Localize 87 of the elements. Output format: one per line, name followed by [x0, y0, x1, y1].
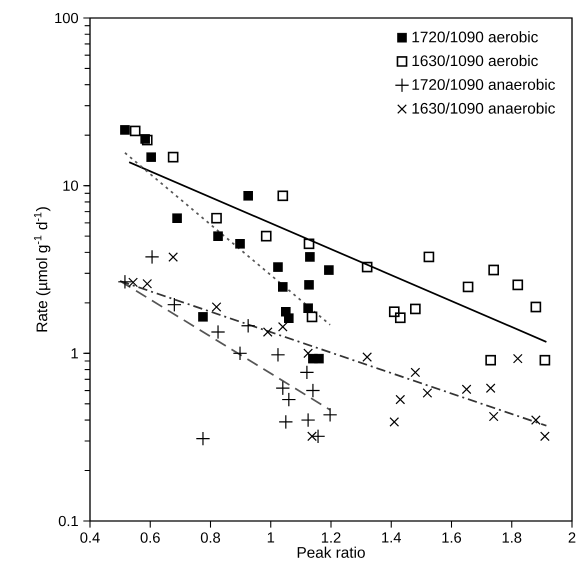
point [512, 280, 524, 290]
point [243, 191, 253, 201]
point [488, 264, 500, 276]
point [314, 354, 324, 364]
point [144, 250, 160, 264]
point [128, 278, 138, 288]
x-tick-label: 1.2 [322, 532, 340, 543]
x-tick-label: 1.6 [442, 532, 462, 543]
point [389, 417, 400, 427]
point [362, 352, 372, 362]
x-tick-label: 1.8 [502, 532, 522, 543]
legend-label: 1630/1090 anaerobic [412, 102, 555, 114]
point [278, 322, 288, 332]
point [276, 380, 290, 396]
point [213, 231, 223, 241]
x-tick-label: 0.4 [80, 532, 100, 543]
point [410, 368, 420, 378]
point [305, 252, 315, 262]
legend-label: 1630/1090 aerobic [412, 54, 538, 66]
point [235, 239, 245, 249]
point [300, 365, 314, 380]
legend-label: 1720/1090 aerobic [412, 31, 538, 42]
point [146, 152, 156, 162]
point [303, 303, 313, 313]
point [306, 312, 318, 322]
point [488, 412, 499, 422]
point [304, 280, 314, 290]
point [540, 354, 550, 366]
point [240, 318, 256, 334]
point [277, 190, 288, 202]
y-tick-label: 0.1 [58, 516, 78, 526]
point [270, 348, 286, 362]
point [362, 262, 372, 272]
point [262, 327, 273, 337]
x-tick-label: 0.8 [200, 532, 220, 543]
point [168, 252, 178, 262]
point [211, 212, 222, 224]
point [394, 312, 406, 324]
point [322, 408, 338, 422]
point [324, 265, 334, 275]
y-axis-title: Rate (µmol g$^{-1}$ d$^{-1}$) [34, 207, 50, 332]
point [120, 125, 130, 135]
point [142, 278, 152, 289]
point [167, 297, 182, 312]
point [210, 324, 226, 340]
point [530, 302, 542, 312]
point [306, 383, 320, 398]
point [485, 354, 496, 366]
y-tick-label: 10 [63, 180, 78, 191]
y-tick-label: 100 [55, 12, 78, 24]
x-tick-label: 0.6 [140, 532, 160, 543]
point [422, 388, 432, 398]
legend-label: 1720/1090 anaerobic [412, 78, 555, 90]
point [512, 354, 523, 364]
point [168, 152, 178, 162]
point [304, 238, 314, 250]
point [395, 394, 406, 404]
point [198, 312, 208, 322]
point [462, 282, 474, 292]
point [142, 134, 153, 146]
point [424, 252, 434, 262]
point [388, 306, 400, 318]
point [278, 414, 294, 430]
point [172, 213, 182, 223]
point [260, 230, 272, 242]
x-tick-label: 1 [268, 532, 274, 542]
point [118, 274, 132, 290]
point [531, 415, 541, 425]
point [284, 313, 294, 324]
point [540, 431, 550, 442]
point [310, 429, 326, 444]
x-tick-label: 2 [568, 532, 576, 543]
point [196, 431, 210, 446]
point [130, 126, 141, 136]
point [462, 384, 472, 394]
point [410, 304, 421, 314]
point [300, 412, 316, 428]
y-tick-label: 1 [72, 348, 78, 358]
point [273, 262, 283, 272]
point [303, 348, 313, 358]
point [278, 282, 288, 292]
point [232, 346, 248, 361]
point [486, 383, 496, 393]
point [212, 302, 222, 312]
x-tick-label: 1.4 [382, 532, 402, 542]
x-axis-title: Peak ratio [298, 546, 365, 558]
point [282, 392, 296, 407]
